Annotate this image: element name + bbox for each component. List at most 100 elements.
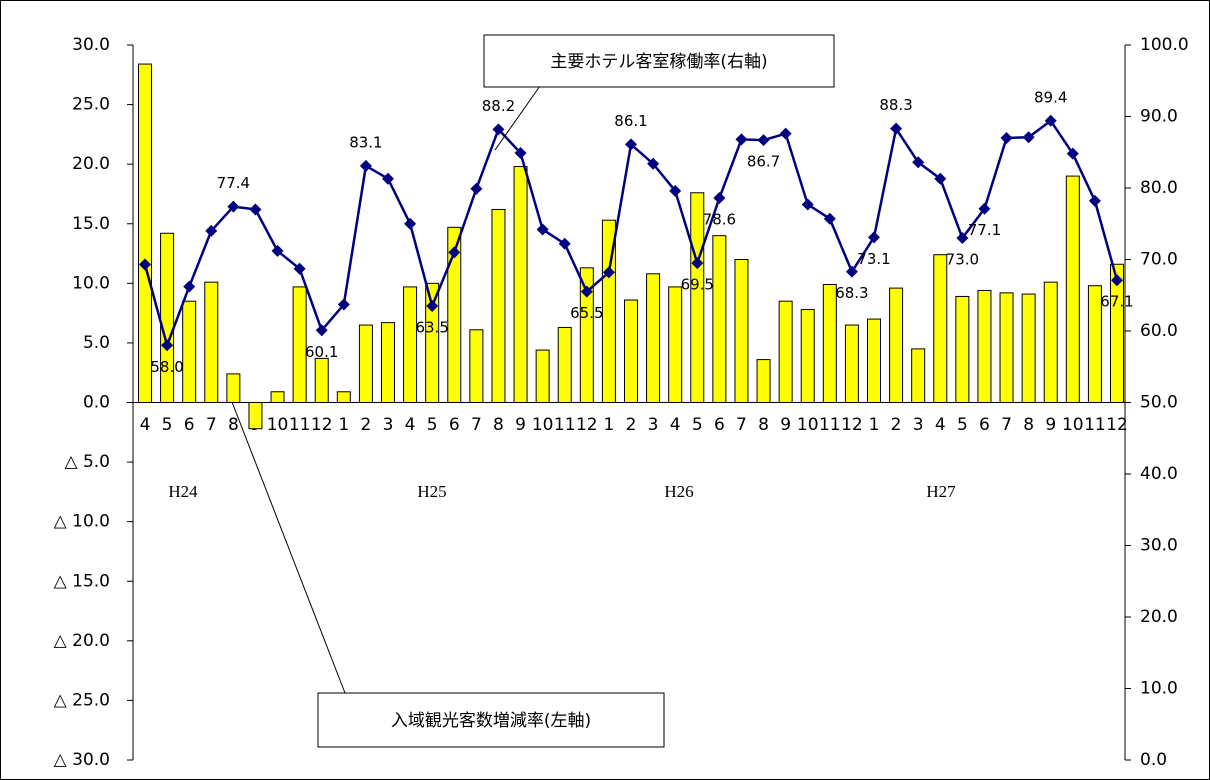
x-tick-label: 7 — [736, 415, 747, 435]
x-tick-label: 10 — [532, 415, 554, 435]
bar — [734, 259, 749, 403]
marker — [558, 237, 571, 250]
x-tick-label: 12 — [311, 415, 333, 435]
x-tick-label: 4 — [405, 415, 416, 435]
y2-tick-label: 90.0 — [1140, 107, 1178, 127]
x-tick-label: 3 — [913, 415, 924, 435]
year-label: H25 — [417, 482, 446, 501]
x-tick-label: 8 — [493, 415, 504, 435]
bar — [955, 295, 970, 404]
marker — [934, 172, 947, 185]
marker — [956, 232, 969, 245]
marker — [978, 202, 991, 215]
marker — [757, 134, 770, 147]
y-tick-label: 5.0 — [83, 333, 110, 353]
data-label: 69.5 — [681, 276, 714, 294]
bar — [557, 326, 572, 403]
x-tick-label: 6 — [979, 415, 990, 435]
data-label: 89.4 — [1034, 88, 1067, 106]
x-tick-label: 5 — [957, 415, 968, 435]
marker — [139, 258, 151, 271]
bar — [1110, 263, 1124, 403]
callout-text: 入域観光客数増減率(左軸) — [391, 711, 591, 731]
marker — [691, 257, 704, 270]
bar — [889, 287, 904, 404]
bar — [469, 329, 484, 403]
y2-tick-label: 80.0 — [1140, 178, 1178, 198]
bar — [601, 219, 616, 403]
callout-line — [494, 85, 541, 151]
marker — [227, 200, 240, 213]
bar — [425, 282, 440, 404]
bar — [844, 324, 859, 403]
marker — [890, 122, 903, 135]
x-tick-label: 5 — [427, 415, 438, 435]
x-tick-label: 1 — [338, 415, 349, 435]
x-tick-label: 7 — [206, 415, 217, 435]
x-tick-label: 11 — [554, 415, 576, 435]
marker — [382, 172, 394, 185]
y-tick-label: 25.0 — [72, 95, 110, 115]
bar — [491, 208, 506, 403]
data-label: 77.1 — [968, 221, 1001, 239]
marker — [426, 299, 439, 312]
data-label: 58.0 — [150, 358, 183, 376]
x-tick-label: 1 — [869, 415, 880, 435]
marker — [580, 285, 593, 298]
marker — [912, 156, 925, 169]
marker — [161, 339, 174, 352]
bar — [911, 348, 926, 403]
bar — [182, 300, 197, 404]
x-tick-label: 12 — [1106, 415, 1128, 435]
data-label: 67.1 — [1100, 293, 1133, 311]
bar — [535, 349, 550, 404]
bar — [381, 322, 395, 403]
year-label: H27 — [926, 482, 956, 501]
bar — [646, 273, 661, 403]
x-tick-label: 12 — [576, 415, 598, 435]
marker — [1088, 194, 1101, 207]
bar — [756, 359, 771, 404]
x-tick-label: 10 — [797, 415, 819, 435]
y-tick-label: △ 20.0 — [54, 631, 110, 651]
x-tick-label: 4 — [670, 415, 681, 435]
bar — [314, 357, 329, 403]
y2-tick-label: 50.0 — [1140, 393, 1178, 413]
bar — [270, 391, 285, 403]
x-tick-label: 4 — [140, 415, 151, 435]
bar — [160, 232, 175, 403]
bar — [800, 309, 815, 403]
y2-tick-label: 10.0 — [1140, 679, 1178, 699]
marker — [183, 280, 196, 293]
marker — [359, 159, 372, 172]
x-tick-label: 9 — [780, 415, 791, 435]
data-label: 86.7 — [747, 153, 780, 171]
x-tick-label: 6 — [449, 415, 460, 435]
bar — [1065, 175, 1080, 403]
bar — [138, 63, 152, 403]
data-label: 60.1 — [305, 343, 338, 361]
data-label: 78.6 — [703, 211, 736, 229]
y-tick-label: △ 10.0 — [54, 512, 110, 532]
bar — [668, 286, 683, 403]
bar — [513, 166, 528, 403]
bar — [1021, 293, 1036, 403]
x-tick-label: 10 — [1062, 415, 1084, 435]
marker — [404, 217, 417, 230]
y2-tick-label: 30.0 — [1140, 536, 1178, 556]
marker — [625, 138, 637, 151]
y-tick-label: 20.0 — [72, 154, 110, 174]
x-tick-label: 2 — [626, 415, 637, 435]
marker — [602, 266, 615, 279]
bar — [204, 281, 219, 403]
y2-tick-label: 20.0 — [1140, 607, 1178, 627]
data-label: 88.2 — [482, 97, 515, 115]
x-tick-label: 11 — [289, 415, 311, 435]
data-label: 73.1 — [857, 250, 890, 268]
marker — [801, 198, 814, 211]
y-tick-label: 15.0 — [72, 214, 110, 234]
x-tick-label: 9 — [1045, 415, 1056, 435]
bar — [1043, 281, 1058, 403]
x-tick-label: 12 — [841, 415, 863, 435]
data-label: 88.3 — [879, 96, 912, 114]
